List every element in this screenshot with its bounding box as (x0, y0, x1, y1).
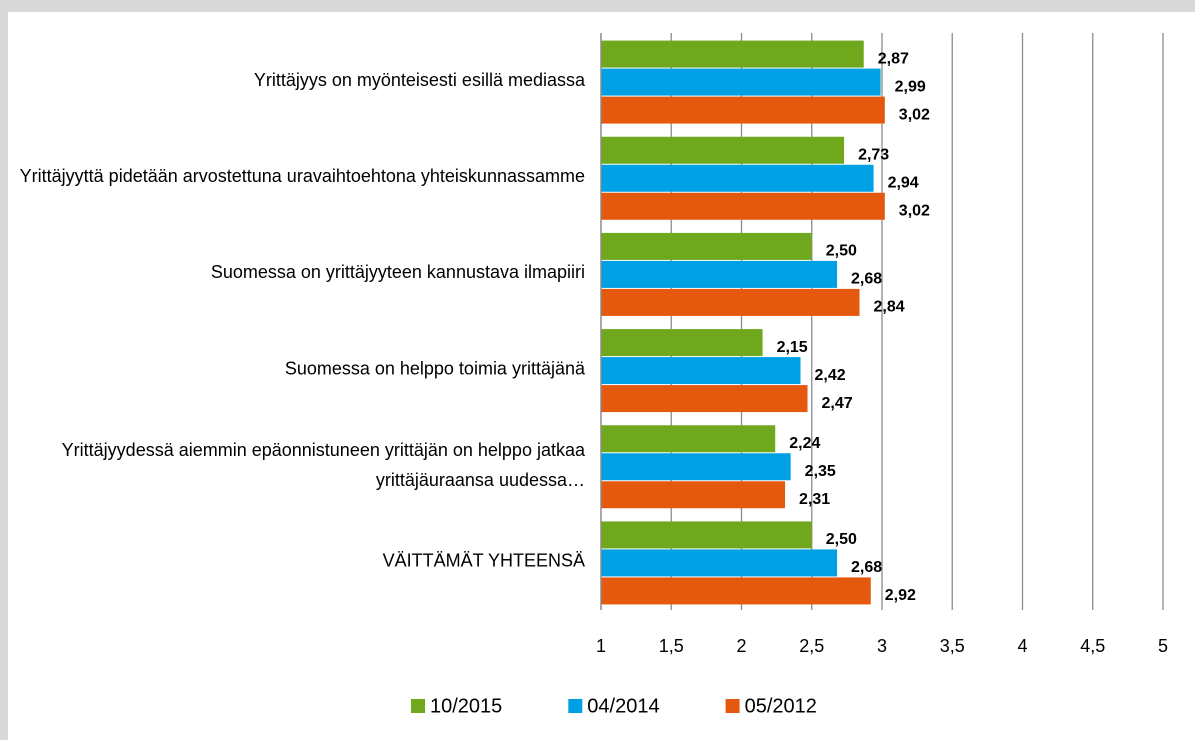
bar (601, 425, 776, 453)
bar (601, 577, 871, 605)
bar (601, 68, 881, 96)
x-tick-label: 4,5 (1080, 636, 1105, 656)
legend-swatch (568, 699, 583, 713)
bar (601, 329, 763, 357)
bar (601, 481, 786, 509)
data-label: 2,47 (822, 395, 853, 412)
bar (601, 288, 860, 316)
bar (601, 453, 791, 481)
data-label: 2,24 (789, 435, 820, 452)
data-label: 2,87 (878, 50, 909, 67)
x-tick-label: 1,5 (659, 636, 684, 656)
bar (601, 385, 808, 413)
bar (601, 136, 845, 164)
bar (601, 521, 812, 549)
data-label: 2,15 (777, 339, 808, 356)
legend-label: 10/2015 (430, 695, 502, 717)
data-label: 2,94 (888, 174, 919, 191)
y-tick-label: Suomessa on helppo toimia yrittäjänä (285, 358, 586, 378)
y-tick-label: Yrittäjyys on myönteisesti esillä medias… (254, 70, 586, 90)
x-tick-label: 3,5 (940, 636, 965, 656)
data-label: 2,68 (851, 559, 882, 576)
x-tick-label: 3 (877, 636, 887, 656)
bar (601, 96, 885, 124)
data-label: 2,42 (815, 367, 846, 384)
legend-swatch (411, 699, 425, 713)
data-label: 2,99 (895, 78, 926, 95)
legend-label: 05/2012 (745, 695, 817, 717)
legend-label: 04/2014 (587, 695, 659, 717)
x-tick-label: 1 (596, 636, 606, 656)
data-label: 2,73 (858, 146, 889, 163)
bar (601, 260, 838, 288)
bar (601, 549, 838, 577)
data-label: 3,02 (899, 106, 930, 123)
bar (601, 192, 885, 220)
legend-swatch (725, 699, 740, 713)
data-label: 2,50 (826, 531, 857, 548)
y-tick-label: VÄITTÄMÄT YHTEENSÄ (383, 551, 585, 571)
y-tick-label-line: yrittäjäuraansa uudessa… (376, 470, 585, 490)
data-label: 2,31 (799, 491, 830, 508)
x-tick-label: 2 (736, 636, 746, 656)
data-label: 2,50 (826, 243, 857, 260)
y-tick-label-line: Yrittäjyydessä aiemmin epäonnistuneen yr… (62, 440, 586, 460)
y-tick-label: Yrittäjyydessä aiemmin epäonnistuneen yr… (62, 440, 586, 490)
bar (601, 164, 874, 192)
data-label: 2,68 (851, 271, 882, 288)
bar (601, 357, 801, 385)
data-label: 2,84 (874, 299, 905, 316)
x-tick-label: 5 (1158, 636, 1168, 656)
bar (601, 232, 812, 260)
data-label: 2,35 (805, 463, 836, 480)
y-tick-label: Suomessa on yrittäjyyteen kannustava ilm… (211, 262, 585, 282)
x-tick-label: 2,5 (799, 636, 824, 656)
data-label: 2,92 (885, 587, 916, 604)
bar (601, 40, 864, 68)
data-label: 3,02 (899, 202, 930, 219)
y-tick-label: Yrittäjyyttä pidetään arvostettuna urava… (20, 166, 585, 186)
x-tick-label: 4 (1017, 636, 1027, 656)
